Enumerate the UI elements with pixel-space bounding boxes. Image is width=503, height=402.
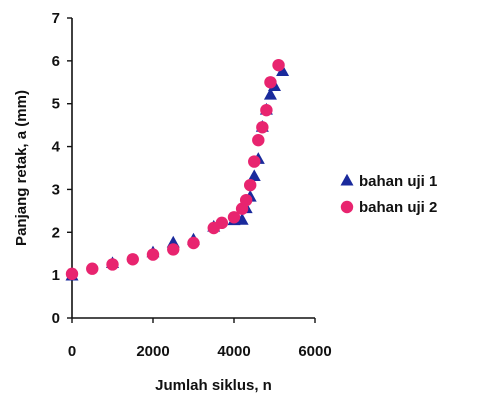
legend-marker-circle bbox=[340, 200, 354, 214]
data-point-circle bbox=[260, 103, 273, 117]
data-point-circle bbox=[239, 193, 253, 207]
data-point-circle bbox=[65, 267, 79, 281]
x-tick-label: 2000 bbox=[136, 343, 169, 360]
data-point-triangle bbox=[263, 87, 277, 100]
series-2 bbox=[65, 58, 285, 281]
data-point-circle bbox=[227, 211, 241, 224]
data-point-circle bbox=[264, 76, 277, 89]
y-axis-title: Panjang retak, a (mm) bbox=[13, 90, 30, 246]
y-tick-label: 3 bbox=[52, 181, 60, 198]
legend-label: bahan uji 1 bbox=[359, 173, 437, 190]
data-point-circle bbox=[167, 243, 180, 256]
data-point-circle bbox=[106, 258, 119, 271]
data-point-circle bbox=[146, 248, 160, 261]
legend-label: bahan uji 2 bbox=[359, 199, 437, 216]
data-point-triangle bbox=[276, 64, 290, 77]
y-tick-label: 7 bbox=[52, 10, 60, 27]
series-markers bbox=[65, 58, 290, 281]
x-tick-label: 6000 bbox=[298, 343, 331, 360]
legend-marker-triangle bbox=[340, 173, 354, 186]
y-tick-label: 2 bbox=[52, 224, 60, 241]
x-axis-title: Jumlah siklus, n bbox=[155, 377, 272, 394]
data-point-circle bbox=[272, 58, 285, 72]
x-tick-label: 0 bbox=[68, 343, 76, 360]
data-point-circle bbox=[256, 121, 269, 134]
y-tick-label: 0 bbox=[52, 310, 60, 327]
data-point-triangle bbox=[247, 169, 261, 182]
y-tick-label: 5 bbox=[52, 96, 60, 113]
data-point-circle bbox=[244, 178, 257, 192]
x-tick-label: 4000 bbox=[217, 343, 250, 360]
y-tick-label: 1 bbox=[52, 267, 60, 284]
data-point-circle bbox=[187, 236, 200, 250]
data-point-circle bbox=[86, 262, 99, 275]
data-point-circle bbox=[248, 155, 261, 168]
data-point-circle bbox=[252, 133, 265, 147]
data-point-circle bbox=[126, 253, 139, 266]
y-tick-label: 4 bbox=[52, 139, 61, 156]
data-point-triangle bbox=[235, 213, 249, 225]
y-tick-label: 6 bbox=[52, 53, 60, 70]
axes: 0 1 2 3 4 5 6 7 0 2000 4000 6000 bbox=[52, 10, 332, 360]
data-point-circle bbox=[215, 216, 229, 230]
legend: bahan uji 1 bahan uji 2 bbox=[340, 173, 437, 216]
legend-item: bahan uji 1 bbox=[340, 173, 437, 190]
legend-item: bahan uji 2 bbox=[340, 199, 437, 216]
